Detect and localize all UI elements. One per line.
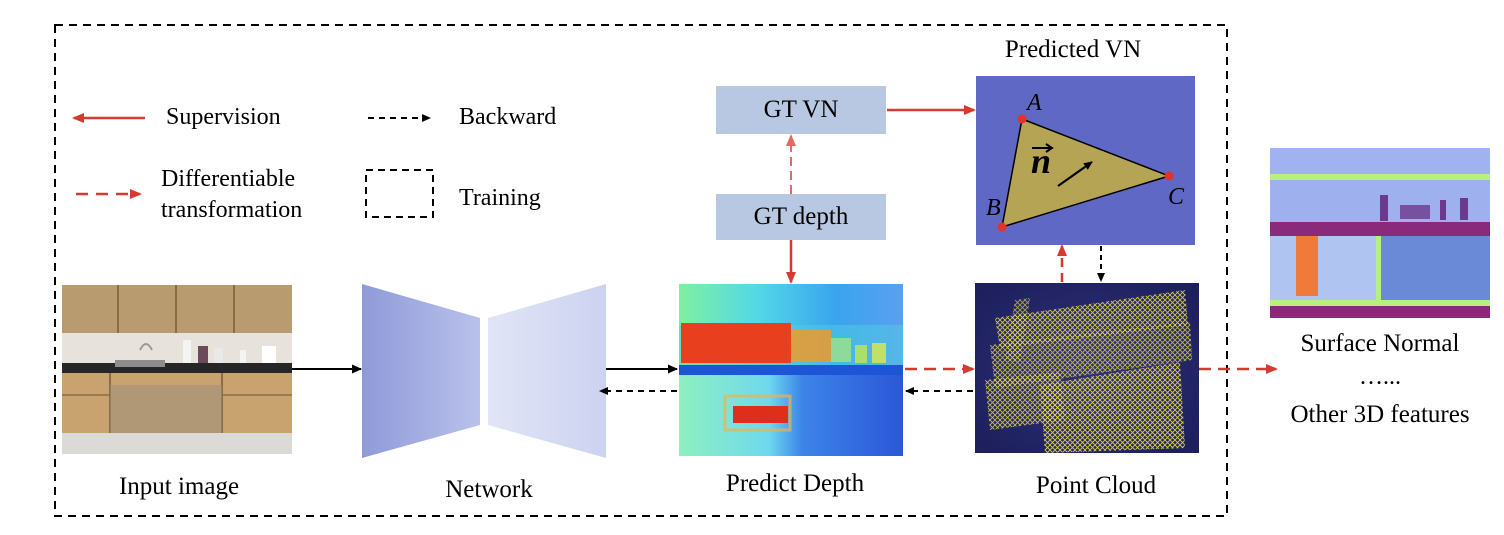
predict-depth-caption: Predict Depth bbox=[725, 470, 865, 497]
training-legend-box bbox=[365, 169, 434, 218]
point-cloud-render bbox=[975, 283, 1199, 453]
network-decoder bbox=[488, 284, 606, 458]
other-3d-features-caption: Other 3D features bbox=[1290, 401, 1470, 428]
vertex-c-dot bbox=[1164, 171, 1174, 181]
vertex-b-label: B bbox=[986, 195, 1001, 221]
gt-vn-box: GT VN bbox=[716, 86, 886, 134]
legend-training-label: Training bbox=[459, 185, 541, 211]
surface-normal-image bbox=[1270, 148, 1490, 318]
vn-triangle bbox=[1001, 117, 1172, 229]
predicted-vn-panel bbox=[976, 76, 1195, 245]
vertex-c-label: C bbox=[1168, 184, 1185, 210]
predicted-vn-caption: Predicted VN bbox=[1004, 36, 1142, 63]
input-image-caption: Input image bbox=[118, 473, 240, 500]
legend-supervision-label: Supervision bbox=[166, 104, 281, 130]
legend-differentiable-line1: Differentiable bbox=[161, 166, 296, 192]
normal-symbol: n bbox=[1031, 141, 1052, 181]
surface-normal-caption: Surface Normal bbox=[1300, 330, 1460, 357]
legend bbox=[72, 113, 434, 218]
vertex-a-dot bbox=[1017, 114, 1027, 124]
gt-depth-label: GT depth bbox=[753, 203, 849, 230]
vertex-b-dot bbox=[997, 222, 1007, 232]
point-cloud-caption: Point Cloud bbox=[1035, 472, 1157, 499]
network-encoder bbox=[362, 284, 480, 458]
legend-backward-label: Backward bbox=[459, 104, 557, 130]
normal-arrow bbox=[1057, 161, 1093, 187]
legend-differentiable-line2: transformation bbox=[161, 197, 303, 223]
input-image-photo bbox=[62, 285, 292, 454]
ellipsis-caption: …... bbox=[1359, 364, 1401, 390]
gt-depth-box: GT depth bbox=[716, 194, 886, 240]
vertex-a-label: A bbox=[1027, 90, 1042, 116]
network-caption: Network bbox=[445, 476, 533, 503]
predict-depth-map bbox=[679, 284, 903, 456]
training-border bbox=[54, 24, 1228, 517]
gt-vn-label: GT VN bbox=[763, 96, 839, 123]
